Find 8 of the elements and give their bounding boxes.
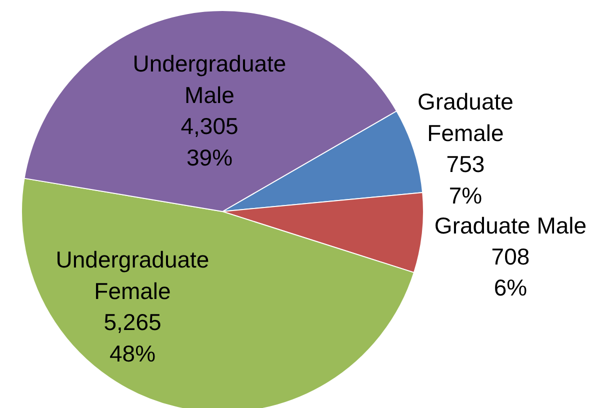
slice-label: Graduate Male xyxy=(434,212,587,238)
slice-label: Graduate Female xyxy=(418,88,514,146)
slice-label: Undergraduate Female xyxy=(56,246,210,304)
data-label: 4,305 39% xyxy=(180,113,238,170)
data-label: 5,265 48% xyxy=(104,309,162,366)
slice-label: Undergraduate Male xyxy=(132,50,286,108)
data-label: 753 7% xyxy=(446,151,485,208)
data-label: 708 6% xyxy=(491,244,530,301)
